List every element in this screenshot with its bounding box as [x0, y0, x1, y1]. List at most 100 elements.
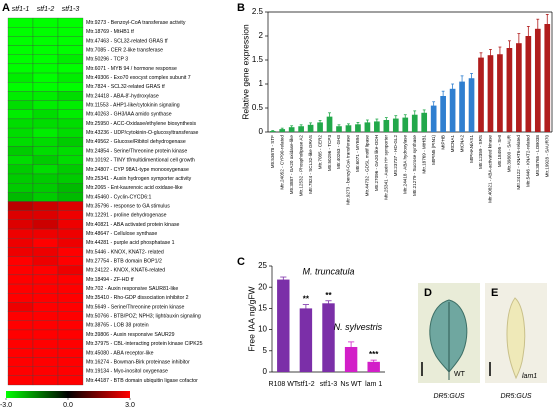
heatmap-cell [32, 91, 59, 101]
heatmap-cell [7, 100, 34, 110]
row-label: Mtr.24807 - CYP 98A1-type monooxygenase [86, 167, 189, 173]
bar [355, 124, 361, 132]
significance: ** [303, 295, 310, 304]
x-tick-label: Mtr.24418 - ABA hydroxylase [402, 135, 407, 194]
heatmap-cell [32, 182, 59, 193]
heatmap-cell [32, 228, 59, 239]
x-tick-label: Mtr.5446 - KNAT2-related [526, 135, 531, 187]
leaf-lam1 [506, 297, 526, 380]
x-tick-label: Mtr.3887 - GA20 oxidase-like [289, 135, 294, 195]
row-label: Mtr.47463 - SCL32-related GRAS tf [86, 38, 168, 44]
heatmap-cell [32, 155, 59, 165]
x-tick-label: Mtr.7085 - CER2 [317, 135, 322, 170]
heatmap-cell [32, 320, 59, 331]
x-tick-label: Mtr.25341 - Auxin H+ symporter [384, 135, 389, 200]
x-tick-label: MtPIN5 (PIN1) [431, 135, 436, 165]
y-tick-label: 1.5 [252, 55, 264, 64]
heatmap-cell [32, 329, 59, 340]
heatmap-cell [7, 357, 34, 367]
y-tick-label: 1 [259, 79, 264, 88]
bar [516, 43, 522, 133]
row-label: Mtr.7085 - CER 2-like transferase [86, 47, 163, 53]
heatmap-cell [32, 173, 59, 184]
heatmap-cell [7, 155, 34, 165]
bar [322, 303, 335, 372]
color-scale [6, 391, 130, 398]
x-tick-label: Mtr.18495 - SHI [497, 135, 502, 167]
heatmap-cell [7, 283, 34, 294]
heatmap-cell [7, 274, 34, 285]
x-tick-label: Ns WT [340, 381, 362, 388]
heatmap-cell [7, 329, 34, 340]
heatmap-cell [7, 320, 34, 331]
column-label: stf1-3 [62, 6, 80, 13]
heatmap-cell [7, 118, 34, 129]
row-label: Mtr.18769 - MtHB1 tf [86, 29, 134, 35]
row-label: Mtr.50766 - BTB/POZ; NPH3; light/auxin s… [86, 314, 201, 320]
heatmap-cell [57, 91, 84, 101]
heatmap-cell [32, 247, 59, 257]
heatmap-cell [57, 192, 84, 202]
image-caption: DR5:GUS [500, 393, 531, 400]
bar [440, 96, 446, 132]
y-tick-label: 0.5 [252, 103, 264, 112]
heatmap-cell [57, 182, 84, 193]
heatmap-cell [57, 100, 84, 110]
heatmap-cell [57, 375, 84, 386]
row-label: Mtr.49306 - Exo70 exocyst complex subuni… [86, 75, 191, 81]
heatmap-cell [57, 82, 84, 92]
x-tick-label: Mtr.19928 - SAUR70 [544, 135, 549, 178]
heatmap-cell [57, 146, 84, 156]
heatmap-cell [32, 274, 59, 285]
heatmap-cell [7, 63, 34, 74]
row-label: Mtr.44187 - BTB domain ubiquitin ligase … [86, 378, 198, 384]
heatmap-cell [7, 366, 34, 376]
x-tick-label: MtPHAN/AS1 [469, 135, 474, 163]
column-label: stf1-2 [37, 6, 55, 13]
heatmap-cell [57, 17, 84, 28]
heatmap-cell [32, 357, 59, 367]
heatmap-cell [57, 173, 84, 184]
x-tick-label: Mtr.12532 - Phospholipase A2 [298, 135, 303, 197]
y-tick-label: 25 [258, 261, 267, 270]
heatmap-cell [57, 357, 84, 367]
heatmap-cell [7, 338, 34, 349]
heatmap-cell [57, 27, 84, 37]
scale-tick-label: -3.0 [0, 402, 12, 409]
heatmap-cell [32, 311, 59, 321]
heatmap-cell [7, 228, 34, 239]
significance: ** [325, 291, 332, 300]
heatmap-cell [32, 366, 59, 376]
row-label: Mtr.5649 - Serine/Threonine protein kina… [86, 304, 184, 310]
row-label: Mtr.40263 - GH3/IAA amido synthase [86, 112, 172, 118]
annotation: M. truncatula [302, 266, 354, 276]
bar [478, 57, 484, 132]
bar [277, 279, 290, 372]
bar [307, 124, 314, 132]
y-tick-label: 2.5 [252, 7, 264, 16]
heatmap-cell [57, 63, 84, 74]
heatmap-cell [57, 228, 84, 239]
x-tick-label: Mtr.39800 - SAUR [507, 134, 512, 172]
row-label: Mtr.39806 - Auxin responsive SAUR29 [86, 332, 175, 338]
row-label: Mtr.45460 - Cyclin-CYCD6:1 [86, 194, 152, 200]
x-tick-label: stf1-2 [297, 381, 315, 388]
bar [430, 105, 437, 132]
x-tick-label: Mtr.53678 - STF [270, 135, 275, 168]
heatmap-cell [32, 36, 59, 46]
x-tick-label: Mtr.12359 - SRS [478, 135, 483, 169]
bar [506, 48, 513, 132]
x-tick-label: Mtr.40263 - GH3 [336, 135, 341, 169]
heatmap-cell [32, 17, 59, 28]
row-label: Mtr.24418 - ABA-8'-hydroxylase [86, 93, 159, 99]
heatmap-cell [57, 45, 84, 55]
panel-letter: C [237, 256, 245, 268]
x-tick-label: Mtr.21279 - Sucrose synthase [412, 135, 417, 196]
bar [459, 81, 465, 132]
heatmap-cell [32, 201, 59, 211]
heatmap-cell [7, 164, 34, 175]
row-label: Mtr.9273 - Benzoyl-CoA transferase activ… [86, 20, 186, 26]
heatmap-cell [32, 238, 59, 248]
x-tick-label: Mtr.40821 - ABA-activated kinase [488, 135, 493, 203]
row-label: Mtr.2065 - Ent-kaurenoic acid oxidase-li… [86, 185, 183, 191]
